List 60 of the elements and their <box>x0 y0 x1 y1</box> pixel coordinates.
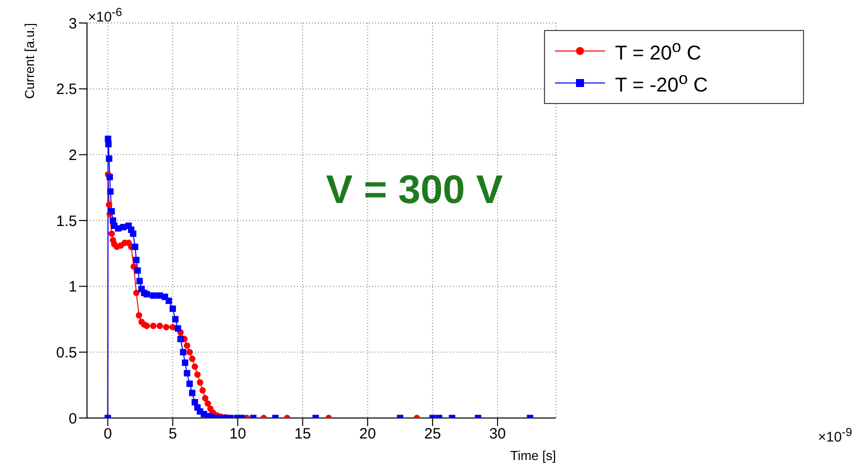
x-tick-label: 10 <box>229 426 246 443</box>
point <box>202 395 208 402</box>
point <box>186 348 193 356</box>
y-tick-label: 2 <box>68 146 77 164</box>
point <box>182 360 188 366</box>
point <box>180 348 186 356</box>
point <box>134 267 141 274</box>
point <box>107 188 114 195</box>
y-tick-label: 3 <box>68 15 77 32</box>
y-tick-label: 2.5 <box>56 81 77 98</box>
point <box>192 399 198 406</box>
point <box>130 230 136 237</box>
legend-label: T = 20$^{o}$ C <box>615 36 702 66</box>
point <box>106 155 112 162</box>
point <box>184 370 190 376</box>
point <box>106 174 113 180</box>
y-axis-title: Current [a.u.] <box>22 23 37 99</box>
point <box>192 363 198 370</box>
point <box>196 379 204 386</box>
annotation: ×10$^{-6}$ <box>88 6 122 25</box>
point <box>105 140 112 148</box>
annotation: V = 300 V <box>326 168 503 213</box>
point <box>189 390 196 396</box>
y-tick-label: 1.5 <box>56 212 77 230</box>
point <box>172 316 179 322</box>
x-tick-label: 20 <box>359 426 376 443</box>
point <box>136 312 142 318</box>
x-axis-title: Time [s] <box>510 448 556 463</box>
x-tick-label: 30 <box>489 426 506 443</box>
point <box>150 292 156 299</box>
x-tick-label: 0 <box>104 426 112 443</box>
point <box>133 290 140 296</box>
point <box>136 278 143 284</box>
point <box>194 371 201 378</box>
y-tick-label: 0.5 <box>56 344 77 362</box>
point <box>144 322 150 330</box>
point <box>108 230 115 237</box>
point <box>174 325 182 332</box>
y-tick-label: 1 <box>68 278 77 296</box>
x-tick-label: 15 <box>294 426 312 443</box>
point <box>150 322 156 330</box>
y-tick-label: 0 <box>68 410 77 428</box>
point <box>204 400 212 407</box>
legend-label: T = -20$^{o}$ C <box>615 68 708 98</box>
point <box>166 298 172 304</box>
point <box>156 322 163 330</box>
point <box>186 380 193 387</box>
point <box>184 342 190 349</box>
point <box>189 356 196 362</box>
point <box>133 256 140 264</box>
point <box>108 208 115 214</box>
point <box>199 387 206 394</box>
point <box>132 244 138 250</box>
x-tick-label: 5 <box>168 426 177 443</box>
point <box>170 306 176 312</box>
point <box>144 291 150 298</box>
x-tick-label: 25 <box>424 426 441 443</box>
point <box>163 324 170 330</box>
text: ×10$^{-9}$ <box>818 426 852 445</box>
point <box>106 202 112 208</box>
